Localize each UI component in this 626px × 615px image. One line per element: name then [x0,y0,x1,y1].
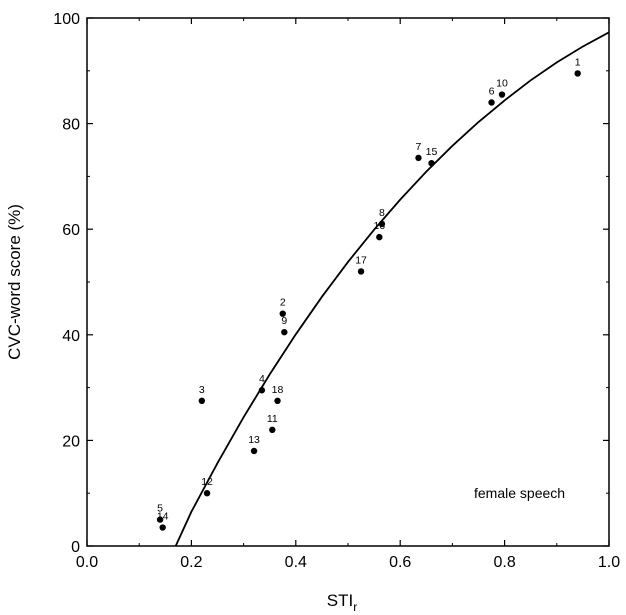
y-tick-label: 40 [62,328,80,345]
point-label-18: 18 [272,384,284,396]
y-tick-label: 80 [62,117,80,134]
point-label-10: 10 [496,78,508,90]
data-point-7 [415,154,422,162]
data-point-5 [156,516,164,523]
point-label-1: 1 [575,56,581,68]
point-label-4: 4 [259,373,265,385]
x-tick-label: 0.2 [180,554,202,571]
data-point-8 [378,220,386,228]
point-label-14: 14 [157,511,169,523]
annotation-female-speech: female speech [474,485,565,501]
x-tick-label: 1.0 [598,554,620,571]
plot-frame [86,17,610,547]
data-point-9 [281,328,288,336]
data-point-14 [159,524,166,531]
y-tick-label: 0 [71,539,80,556]
point-label-8: 8 [379,207,385,219]
data-point-13 [250,447,258,455]
x-axis-title: STIr [327,591,357,614]
point-label-7: 7 [416,141,422,153]
point-label-5: 5 [157,503,163,515]
x-tick-label: 0.6 [389,554,411,571]
point-label-2: 2 [280,297,286,309]
y-tick-label: 100 [53,11,80,28]
y-tick-label: 60 [62,222,80,239]
data-point-18 [274,397,281,404]
data-point-1 [574,70,581,77]
y-tick-label: 20 [62,433,80,450]
data-point-17 [357,268,365,275]
x-axis-title-subscript: r [353,600,357,614]
data-point-11 [269,426,276,434]
y-axis-title: CVC-word score (%) [5,204,24,360]
data-point-12 [203,490,211,497]
x-axis-title-main: STI [327,591,353,610]
data-point-10 [498,91,506,98]
point-label-6: 6 [489,85,495,97]
point-label-17: 17 [355,254,367,266]
point-label-3: 3 [199,384,205,396]
x-tick-label: 0.4 [285,554,307,571]
point-label-9: 9 [281,315,287,327]
x-tick-label: 0.8 [493,554,515,571]
point-label-11: 11 [267,413,278,425]
point-label-15: 15 [426,146,438,158]
x-tick-label: 0.0 [76,554,98,571]
data-point-4 [258,387,266,394]
data-point-15 [428,160,435,167]
data-point-16 [376,233,383,241]
point-label-13: 13 [248,434,260,446]
point-label-16: 16 [373,220,385,232]
point-label-12: 12 [201,476,213,488]
data-point-3 [198,397,206,404]
fit-curve [174,31,610,547]
data-point-6 [488,99,495,106]
data-point-2 [279,310,286,317]
